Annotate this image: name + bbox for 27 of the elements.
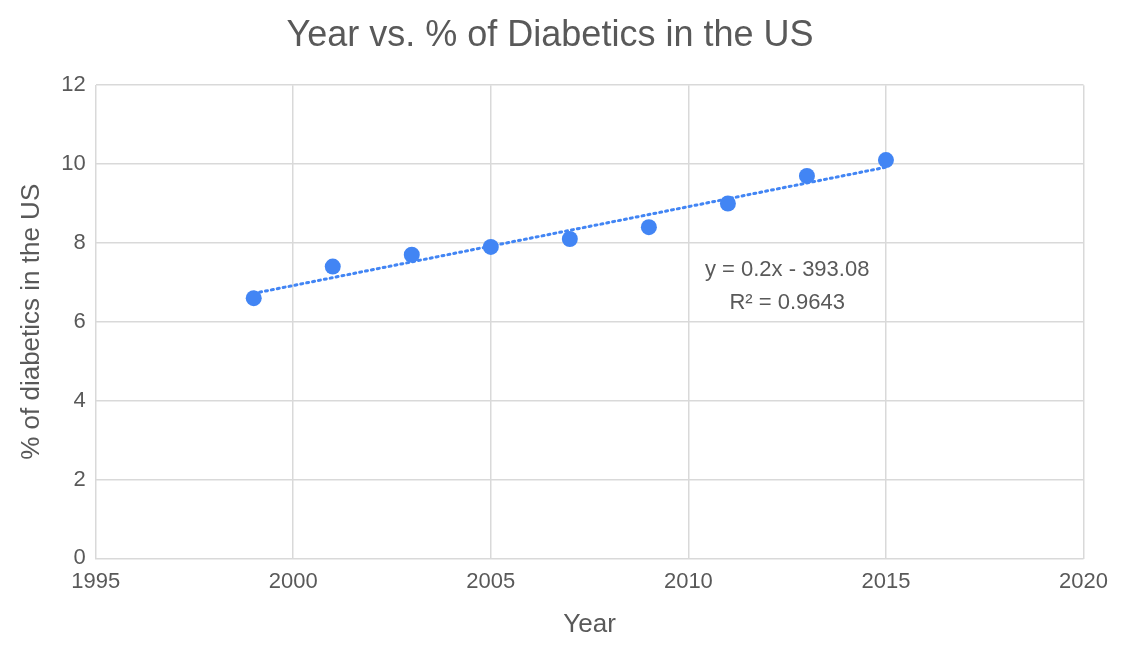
y-tick-label: 2 <box>73 465 86 491</box>
y-axis-title: % of diabetics in the US <box>14 183 45 460</box>
point <box>324 258 341 275</box>
x-tick-label: 2010 <box>663 567 713 593</box>
y-tick-label: 8 <box>73 229 86 254</box>
annotation: R² = 0.9643 <box>729 288 845 314</box>
point <box>245 290 262 307</box>
x-tick-label: 2005 <box>466 567 516 593</box>
y-tick-label: 10 <box>61 150 86 176</box>
annotation: y = 0.2x - 393.08 <box>704 255 870 281</box>
point <box>482 238 499 255</box>
x-axis-title: Year <box>563 607 617 638</box>
y-tick-label: 6 <box>73 307 86 333</box>
y-tick-label: 0 <box>73 544 86 570</box>
x-tick-label: 1995 <box>71 567 121 593</box>
point <box>561 230 578 247</box>
point <box>403 246 420 263</box>
chart-title: Year vs. % of Diabetics in the US <box>286 12 814 54</box>
x-tick-label: 2015 <box>861 567 911 593</box>
point <box>877 152 894 169</box>
point <box>640 219 657 236</box>
y-tick-label: 12 <box>61 71 86 97</box>
y-tick-label: 4 <box>73 386 86 412</box>
x-tick-label: 2020 <box>1059 567 1109 593</box>
x-tick-label: 2000 <box>268 567 318 593</box>
point <box>719 195 736 212</box>
point <box>798 167 815 184</box>
